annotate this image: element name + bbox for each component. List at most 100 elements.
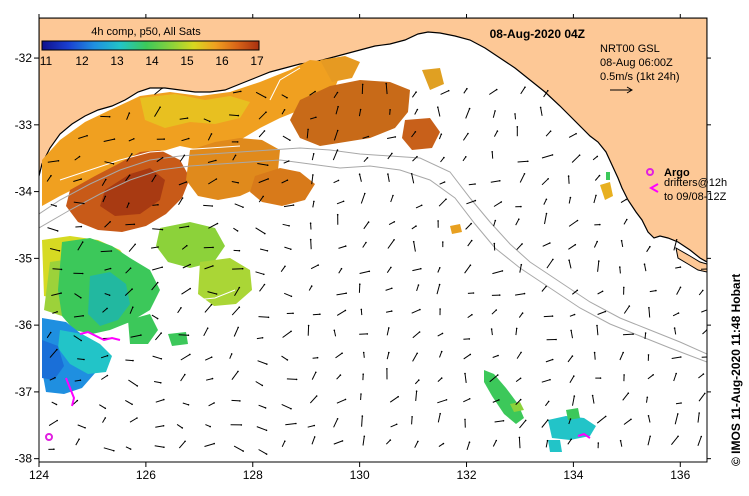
current-arrow xyxy=(203,118,210,122)
current-arrow xyxy=(335,352,343,359)
current-arrow-tip xyxy=(160,382,162,384)
current-arrow xyxy=(46,332,52,339)
current-arrow xyxy=(311,153,315,161)
current-arrow xyxy=(229,114,239,117)
current-arrow-tip xyxy=(675,372,677,375)
current-arrow-tip xyxy=(464,418,466,421)
current-arrow-tip xyxy=(267,178,270,180)
current-arrow xyxy=(48,420,58,427)
current-arrow xyxy=(413,241,416,252)
current-arrow xyxy=(126,112,130,120)
current-arrow-tip xyxy=(264,96,267,99)
current-arrow-tip xyxy=(181,197,184,199)
current-arrow xyxy=(73,335,82,341)
current-arrow xyxy=(437,332,443,337)
current-arrow xyxy=(466,442,470,451)
current-arrow-tip xyxy=(569,196,572,199)
current-arrow xyxy=(622,333,634,336)
current-arrow-tip xyxy=(367,135,370,138)
current-arrow-tip xyxy=(344,398,347,401)
current-arrow xyxy=(49,248,60,252)
current-arrow-tip xyxy=(339,374,342,376)
current-arrow-tip xyxy=(519,398,522,401)
current-arrow xyxy=(151,314,158,320)
current-arrow-tip xyxy=(263,273,265,276)
current-arrow-tip xyxy=(673,327,676,329)
current-arrow xyxy=(648,307,651,318)
current-arrow xyxy=(569,375,575,384)
current-arrow xyxy=(411,309,421,314)
current-arrow-tip xyxy=(336,213,339,216)
current-arrow xyxy=(312,201,315,208)
current-arrow xyxy=(363,352,365,358)
current-arrow xyxy=(284,246,291,250)
current-arrow xyxy=(311,372,317,380)
current-arrow xyxy=(519,420,527,429)
current-arrow-tip xyxy=(105,178,107,181)
current-arrow xyxy=(232,155,237,161)
current-arrow-tip xyxy=(286,96,288,99)
current-arrow-tip xyxy=(290,248,292,250)
current-arrow-tip xyxy=(336,149,339,151)
current-arrow xyxy=(412,331,420,339)
current-arrow-tip xyxy=(310,285,313,287)
current-arrow-tip xyxy=(468,441,471,444)
current-arrow-tip xyxy=(420,204,423,207)
current-arrow xyxy=(647,436,651,446)
y-tick-label: -33 xyxy=(15,118,33,132)
current-arrow-tip xyxy=(106,354,109,357)
current-arrow xyxy=(178,440,186,449)
current-arrow xyxy=(336,398,346,404)
current-arrow-tip xyxy=(161,156,164,159)
current-arrow xyxy=(385,83,388,95)
current-arrow-tip xyxy=(344,245,347,247)
current-arrow xyxy=(336,309,346,316)
current-arrow-tip xyxy=(366,333,369,335)
current-arrow xyxy=(128,138,135,142)
y-tick-label: -36 xyxy=(15,318,33,332)
current-arrow xyxy=(73,201,84,204)
current-arrow xyxy=(675,402,682,405)
current-arrow xyxy=(231,306,240,316)
current-arrow xyxy=(387,239,395,249)
current-arrow-tip xyxy=(183,154,186,157)
current-arrow xyxy=(623,418,632,425)
x-tick-label: 130 xyxy=(350,468,370,482)
current-arrow xyxy=(129,307,134,314)
land-kangaroo-region xyxy=(675,247,707,273)
current-arrow xyxy=(309,91,316,96)
current-arrow xyxy=(545,440,548,448)
current-arrow-tip xyxy=(502,420,505,422)
current-arrow xyxy=(466,200,476,205)
current-arrow-tip xyxy=(555,338,557,341)
current-arrow-tip xyxy=(263,283,266,286)
current-arrow xyxy=(154,445,164,448)
current-arrow xyxy=(308,285,313,291)
current-arrow xyxy=(492,270,503,275)
x-tick-label: 134 xyxy=(563,468,583,482)
current-arrow-tip xyxy=(677,413,679,415)
current-arrow xyxy=(231,371,239,380)
current-arrow xyxy=(440,157,445,163)
current-arrow-tip xyxy=(265,111,267,113)
current-arrow xyxy=(697,436,702,446)
current-arrow xyxy=(360,193,366,204)
current-arrow xyxy=(336,374,341,380)
colorbar-tick-label: 11 xyxy=(40,54,53,68)
current-arrow xyxy=(181,138,189,142)
current-arrow xyxy=(124,288,133,296)
current-arrow xyxy=(414,379,420,385)
current-arrow xyxy=(415,391,418,401)
current-arrow-tip xyxy=(576,219,579,222)
current-arrow xyxy=(644,332,647,340)
current-arrow xyxy=(390,423,397,428)
current-arrow-tip xyxy=(680,402,682,404)
current-arrow-tip xyxy=(576,289,579,292)
current-arrow-tip xyxy=(344,309,347,312)
current-arrow-tip xyxy=(359,283,361,286)
current-time-label: 08-Aug 06:00Z xyxy=(600,57,673,69)
current-arrow xyxy=(517,160,528,163)
current-arrow-tip xyxy=(521,243,523,245)
current-arrow xyxy=(386,267,392,273)
current-arrow-tip xyxy=(387,173,389,175)
